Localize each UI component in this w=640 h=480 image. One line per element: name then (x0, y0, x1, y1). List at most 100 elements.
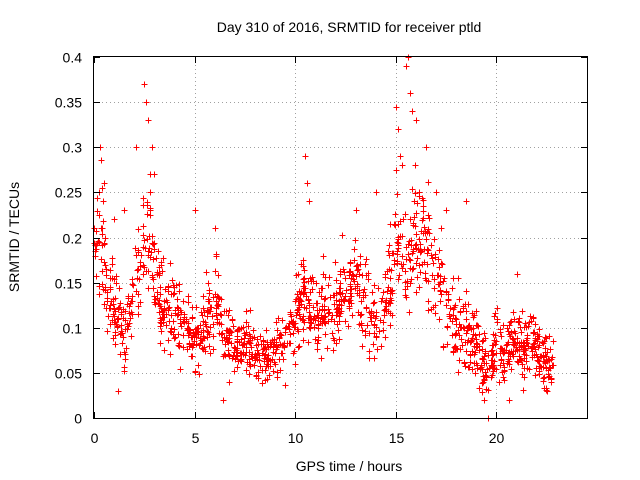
data-point (273, 319, 280, 326)
data-point (197, 340, 204, 347)
data-point (274, 374, 281, 381)
data-point (369, 289, 376, 296)
data-point (436, 316, 443, 323)
data-point (262, 367, 269, 374)
data-point (406, 256, 413, 263)
data-point (354, 267, 361, 274)
data-point (107, 305, 114, 312)
data-point (158, 320, 165, 327)
data-point (339, 232, 346, 239)
data-point (437, 298, 444, 305)
data-point (94, 240, 101, 247)
data-point (456, 321, 463, 328)
data-point (453, 316, 460, 323)
data-point (247, 307, 254, 314)
data-point (145, 268, 152, 275)
data-point (286, 340, 293, 347)
data-point (314, 340, 321, 347)
data-point (460, 324, 467, 331)
data-point (348, 275, 355, 282)
data-point (476, 385, 483, 392)
data-point (473, 308, 480, 315)
data-point (333, 277, 340, 284)
data-point (508, 329, 515, 336)
data-point (424, 229, 431, 236)
data-point (149, 272, 156, 279)
data-point (232, 345, 239, 352)
data-point (265, 352, 272, 359)
data-point (300, 326, 307, 333)
data-point (346, 303, 353, 310)
data-point (336, 289, 343, 296)
data-point (463, 348, 470, 355)
data-point (195, 362, 202, 369)
data-point (329, 312, 336, 319)
data-point (140, 223, 147, 230)
data-point (532, 346, 539, 353)
data-point (165, 307, 172, 314)
data-point (98, 256, 105, 263)
data-point (463, 288, 470, 295)
y-axis-label: SRMTID / TECUs (6, 182, 22, 292)
data-point (544, 358, 551, 365)
data-point (330, 335, 337, 342)
data-point (337, 271, 344, 278)
data-point (290, 330, 297, 337)
data-point (534, 338, 541, 345)
data-point (465, 337, 472, 344)
data-point (477, 366, 484, 373)
data-point (103, 266, 110, 273)
data-point (355, 266, 362, 273)
data-point (444, 341, 451, 348)
data-point (291, 324, 298, 331)
data-point (389, 287, 396, 294)
data-point (433, 189, 440, 196)
data-point (124, 326, 131, 333)
data-point (404, 283, 411, 290)
data-point (160, 255, 167, 262)
data-point (306, 309, 313, 316)
data-point (518, 329, 525, 336)
data-point (436, 247, 443, 254)
data-point (264, 339, 271, 346)
data-point (523, 337, 530, 344)
data-point (468, 338, 475, 345)
data-point (407, 90, 414, 97)
data-point (144, 236, 151, 243)
data-point (438, 291, 445, 298)
data-point (203, 323, 210, 330)
data-point (224, 327, 231, 334)
data-point (250, 327, 257, 334)
data-point (411, 214, 418, 221)
data-point (359, 272, 366, 279)
data-point (228, 340, 235, 347)
data-point (499, 369, 506, 376)
data-point (421, 224, 428, 231)
data-point (99, 268, 106, 275)
data-point (259, 380, 266, 387)
data-points (91, 54, 557, 422)
data-point (472, 332, 479, 339)
data-point (525, 323, 532, 330)
data-point (145, 252, 152, 259)
data-point (167, 351, 174, 358)
data-point (273, 339, 280, 346)
data-point (101, 180, 108, 187)
data-point (402, 211, 409, 218)
data-point (500, 322, 507, 329)
data-point (175, 311, 182, 318)
data-point (305, 339, 312, 346)
data-point (309, 274, 316, 281)
data-point (140, 195, 147, 202)
data-point (135, 311, 142, 318)
data-point (511, 328, 518, 335)
data-point (291, 348, 298, 355)
data-point (213, 251, 220, 258)
data-point (200, 346, 207, 353)
data-point (145, 117, 152, 124)
data-point (467, 359, 474, 366)
data-point (514, 271, 521, 278)
data-point (143, 99, 150, 106)
data-point (279, 317, 286, 324)
data-point (251, 362, 258, 369)
